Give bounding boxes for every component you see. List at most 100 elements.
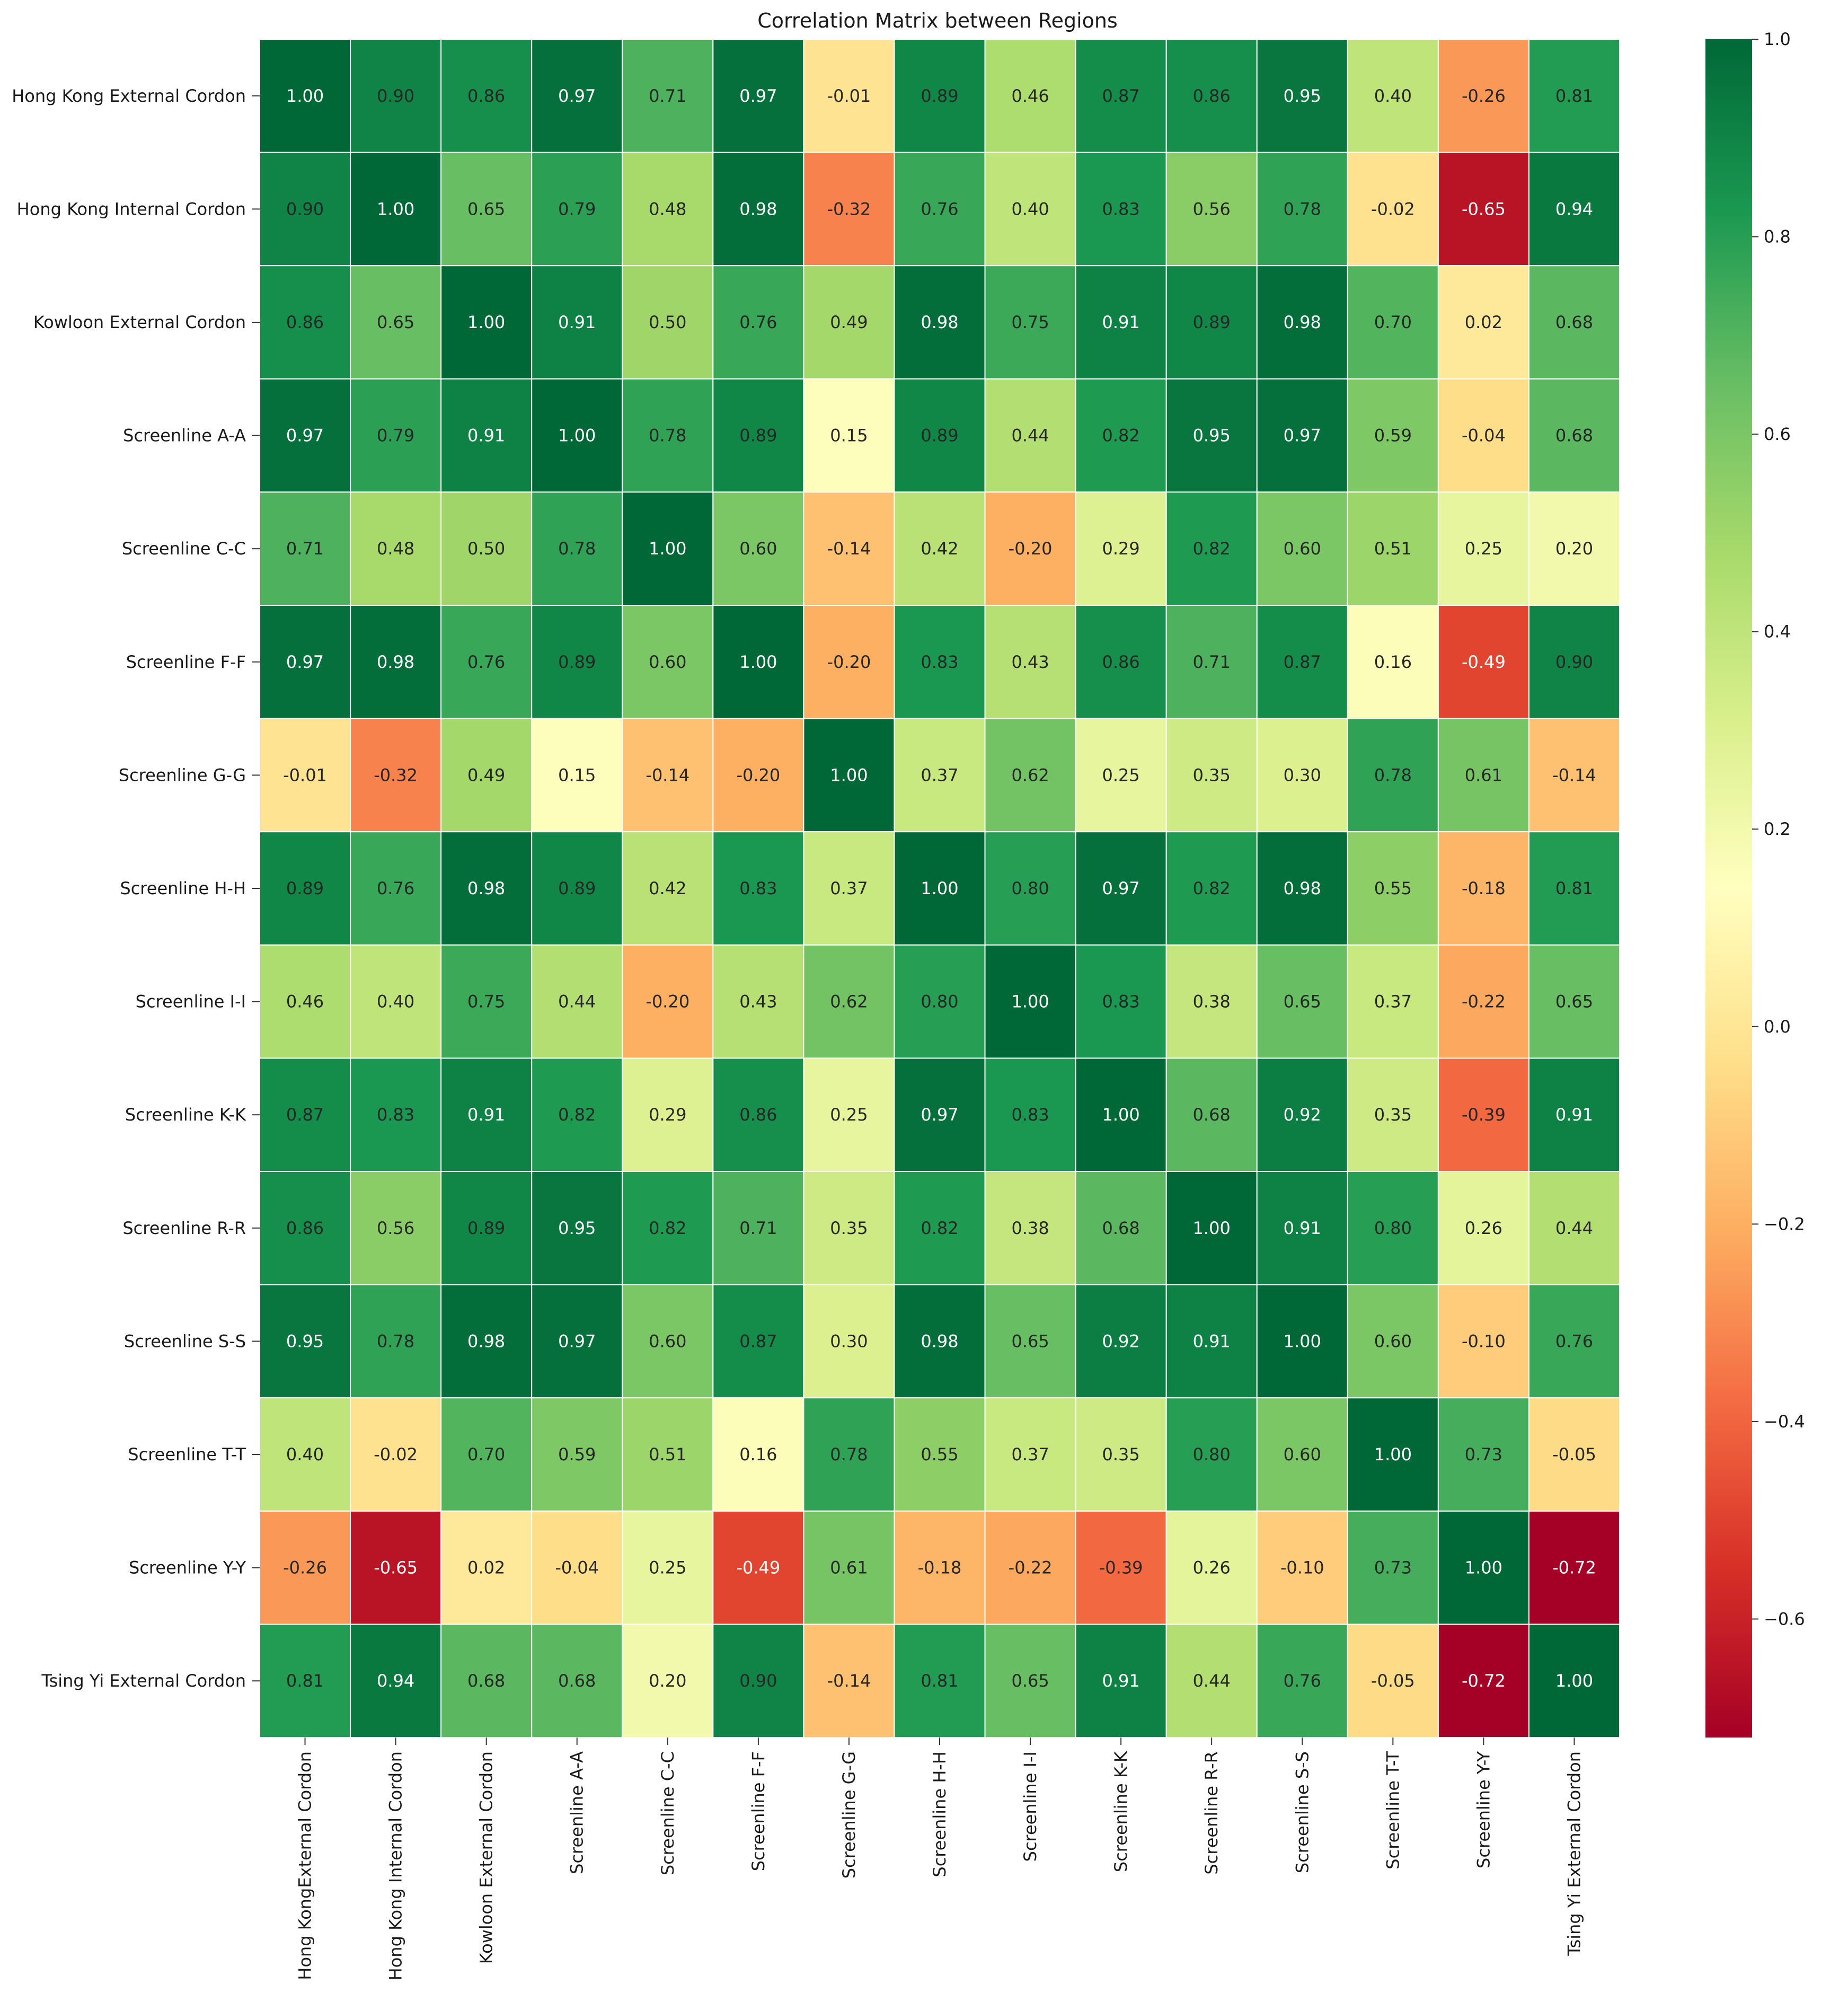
- heatmap-cell: [622, 718, 714, 833]
- heatmap-cell: [712, 265, 804, 380]
- heatmap-cell: [1075, 1624, 1167, 1738]
- heatmap-cells: [259, 39, 1621, 1738]
- heatmap-cell-labels: 1.00 0.90 0.86 0.97 0.71 0.97 -0.01 0.89 0.46 0.8…: [283, 86, 1596, 1691]
- cell-value-label: 0.76: [467, 652, 505, 672]
- heatmap-cell: [1437, 1057, 1529, 1172]
- cell-value-label: 0.90: [377, 86, 414, 106]
- heatmap-cell: [622, 152, 714, 267]
- cell-value-label: 0.29: [1102, 539, 1140, 559]
- cell-value-label: 0.61: [830, 1558, 868, 1578]
- heatmap-cell: [1256, 491, 1348, 606]
- heatmap-cell: [259, 491, 351, 606]
- heatmap-cell: [712, 491, 804, 606]
- cell-value-label: 0.26: [1193, 1558, 1231, 1578]
- heatmap-cell: [1437, 491, 1529, 606]
- cell-value-label: 0.40: [1374, 86, 1412, 106]
- heatmap-cell: [1347, 1057, 1439, 1172]
- row-label: Screenline H-H: [120, 878, 246, 898]
- heatmap-cell: [1165, 605, 1258, 719]
- heatmap-cell: [894, 1397, 986, 1512]
- cell-value-label: 1.00: [1555, 1671, 1593, 1691]
- cell-value-label: 0.98: [1284, 878, 1321, 898]
- row-label: Hong Kong External Cordon: [12, 86, 246, 106]
- cell-value-label: 0.90: [1555, 652, 1593, 672]
- cell-value-label: 0.97: [558, 86, 596, 106]
- cell-value-label: 0.60: [649, 652, 686, 672]
- cell-value-label: 0.91: [1284, 1218, 1321, 1238]
- heatmap-cell: [803, 1284, 895, 1399]
- heatmap-cell: [1437, 39, 1529, 153]
- cell-value-label: -0.20: [646, 992, 689, 1012]
- cell-value-label: 0.25: [649, 1558, 686, 1578]
- cell-value-label: 0.80: [1011, 878, 1049, 898]
- colorbar-tick-label: 0.8: [1764, 227, 1791, 247]
- heatmap-cell: [803, 491, 895, 606]
- cell-value-label: 0.44: [558, 992, 596, 1012]
- cell-value-label: 0.02: [1465, 312, 1502, 332]
- cell-value-label: 0.20: [1555, 539, 1593, 559]
- cell-value-label: 0.60: [1374, 1331, 1412, 1351]
- cell-value-label: 0.60: [739, 539, 777, 559]
- cell-value-label: 0.78: [1374, 765, 1412, 785]
- cell-value-label: 0.68: [1555, 312, 1593, 332]
- cell-value-label: 0.49: [467, 765, 505, 785]
- column-label: Screenline T-T: [1383, 1751, 1403, 1869]
- cell-value-label: -0.20: [827, 652, 871, 672]
- heatmap-cell: [894, 718, 986, 833]
- heatmap-cell: [803, 1397, 895, 1512]
- cell-value-label: 1.00: [1193, 1218, 1231, 1238]
- cell-value-label: 1.00: [1011, 992, 1049, 1012]
- heatmap-cell: [350, 1510, 442, 1625]
- cell-value-label: 0.83: [1102, 199, 1140, 219]
- heatmap-cell: [1437, 152, 1529, 267]
- heatmap-cell: [440, 1397, 533, 1512]
- cell-value-label: -0.26: [1462, 86, 1506, 106]
- heatmap-cell: [259, 39, 351, 153]
- cell-value-label: 0.91: [467, 426, 505, 446]
- cell-value-label: 1.00: [1374, 1444, 1412, 1465]
- cell-value-label: 0.98: [467, 878, 505, 898]
- cell-value-label: 0.97: [286, 652, 324, 672]
- heatmap-cell: [1347, 1284, 1439, 1399]
- cell-value-label: 0.55: [921, 1444, 958, 1465]
- cell-value-label: 0.89: [739, 426, 777, 446]
- cell-value-label: 0.86: [286, 312, 324, 332]
- cell-value-label: -0.65: [1462, 199, 1506, 219]
- cell-value-label: 0.73: [1465, 1444, 1502, 1465]
- chart-title: Correlation Matrix between Regions: [757, 9, 1118, 32]
- cell-value-label: 0.59: [1374, 426, 1412, 446]
- cell-value-label: 0.40: [377, 992, 414, 1012]
- cell-value-label: 0.80: [1193, 1444, 1231, 1465]
- cell-value-label: 0.65: [467, 199, 505, 219]
- heatmap-cell: [1528, 1624, 1621, 1738]
- column-labels: Hong KongExternal Cordon Hong Kong Intern…: [295, 1738, 1584, 1980]
- heatmap-cell: [894, 39, 986, 153]
- heatmap-cell: [531, 1397, 623, 1512]
- heatmap-cell: [350, 1397, 442, 1512]
- heatmap-cell: [440, 944, 533, 1059]
- heatmap-cell: [1075, 1510, 1167, 1625]
- cell-value-label: 1.00: [1284, 1331, 1321, 1351]
- cell-value-label: 0.50: [649, 312, 686, 332]
- heatmap-cell: [894, 831, 986, 946]
- cell-value-label: 1.00: [649, 539, 686, 559]
- cell-value-label: 0.71: [739, 1218, 777, 1238]
- heatmap-cell: [1075, 1057, 1167, 1172]
- heatmap-cell: [803, 1171, 895, 1285]
- cell-value-label: 0.65: [1555, 992, 1593, 1012]
- heatmap-cell: [984, 1624, 1076, 1738]
- heatmap-cell: [803, 1510, 895, 1625]
- heatmap-cell: [1075, 944, 1167, 1059]
- heatmap-cell: [531, 39, 623, 153]
- cell-value-label: 0.62: [1011, 765, 1049, 785]
- cell-value-label: -0.01: [827, 86, 871, 106]
- heatmap-cell: [984, 378, 1076, 493]
- heatmap-cell: [984, 491, 1076, 606]
- cell-value-label: 0.25: [1102, 765, 1140, 785]
- cell-value-label: 0.90: [286, 199, 324, 219]
- heatmap-cell: [1165, 831, 1258, 946]
- heatmap-cell: [1347, 831, 1439, 946]
- heatmap-cell: [1528, 831, 1621, 946]
- heatmap-cell: [984, 1510, 1076, 1625]
- heatmap-cell: [440, 378, 533, 493]
